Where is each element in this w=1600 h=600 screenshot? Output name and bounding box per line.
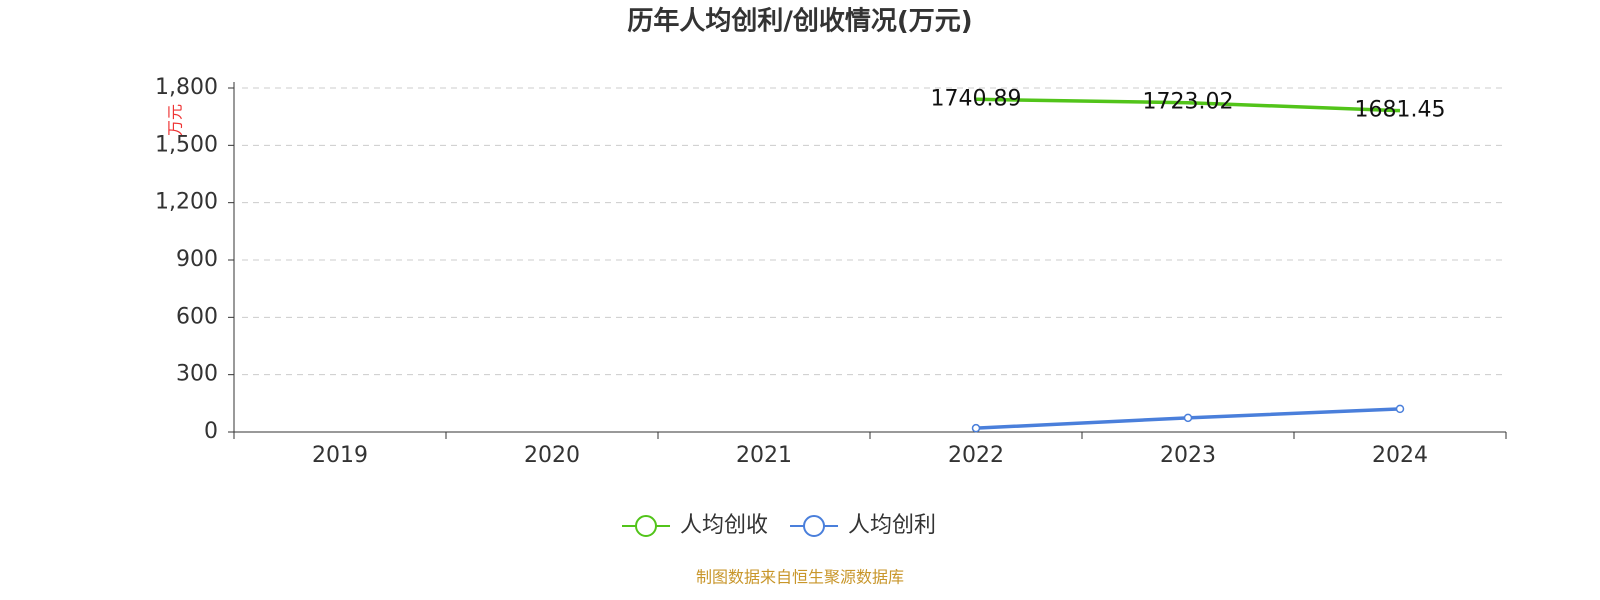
x-tick-label: 2023 bbox=[1160, 443, 1216, 468]
chart-title: 历年人均创利/创收情况(万元) bbox=[627, 6, 972, 37]
legend-marker bbox=[635, 515, 657, 537]
y-tick-label: 300 bbox=[176, 362, 218, 387]
data-label: 1740.89 bbox=[931, 86, 1022, 111]
point bbox=[971, 423, 981, 433]
data-label: 1681.45 bbox=[1355, 98, 1446, 123]
point bbox=[1183, 413, 1193, 423]
legend-label: 人均创利 bbox=[848, 513, 936, 538]
y-tick-label: 1,800 bbox=[155, 75, 218, 100]
data-label: 1723.02 bbox=[1143, 90, 1234, 115]
y-tick-label: 1,500 bbox=[155, 132, 218, 157]
y-axis-label: 万元 bbox=[166, 104, 185, 136]
y-tick-label: 600 bbox=[176, 304, 218, 329]
x-tick-label: 2020 bbox=[524, 443, 580, 468]
x-tick-label: 2021 bbox=[736, 443, 792, 468]
x-tick-label: 2024 bbox=[1372, 443, 1428, 468]
series-line bbox=[975, 97, 1401, 113]
x-tick-label: 2022 bbox=[948, 443, 1004, 468]
y-tick-label: 900 bbox=[176, 247, 218, 272]
y-tick-label: 0 bbox=[204, 419, 218, 444]
x-tick-label: 2019 bbox=[312, 443, 368, 468]
point bbox=[1395, 404, 1405, 414]
legend-marker bbox=[803, 515, 826, 537]
source-note: 制图数据来自恒生聚源数据库 bbox=[696, 568, 904, 587]
legend-label: 人均创收 bbox=[680, 513, 768, 538]
y-tick-label: 1,200 bbox=[155, 190, 218, 215]
